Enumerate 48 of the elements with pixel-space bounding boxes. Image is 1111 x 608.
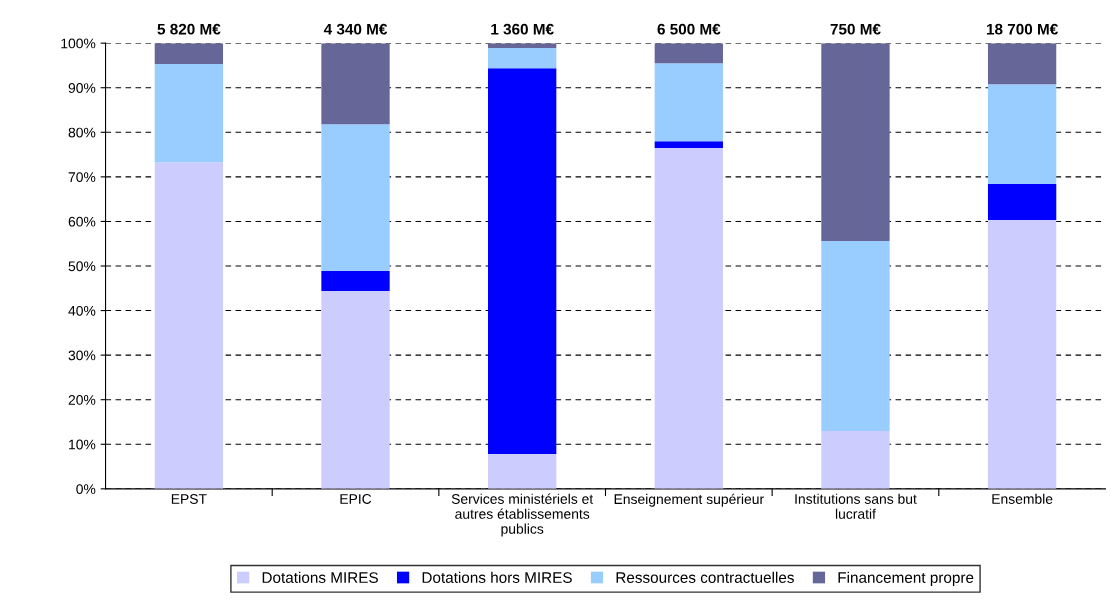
y-tick-label: 90% — [68, 83, 96, 93]
y-tick-label: 0% — [76, 484, 96, 494]
annotation: 5 820 M€ — [157, 23, 221, 35]
bar — [987, 43, 1057, 85]
y-tick-label: 80% — [68, 127, 96, 138]
legend-label: Dotations hors MIRES — [422, 571, 572, 583]
y-tick-label: 70% — [68, 172, 96, 183]
y-tick-label: 20% — [68, 395, 96, 405]
annotation: 1 360 M€ — [491, 23, 554, 35]
bar — [154, 162, 224, 489]
bar — [488, 48, 557, 69]
bar — [654, 147, 723, 489]
x-tick-label: Institutions sans but lucratif — [795, 493, 917, 519]
y-tick-label: 100% — [61, 38, 96, 49]
legend-label: Dotations MIRES — [262, 571, 378, 583]
bar — [987, 184, 1057, 221]
x-tick-label: Services ministériels et autres établissements publics — [451, 493, 594, 537]
y-tick-label: 10% — [69, 439, 96, 450]
bar — [321, 43, 390, 125]
annotation: 6 500 M€ — [657, 23, 721, 35]
bar — [154, 64, 224, 163]
bar — [321, 270, 390, 291]
bar — [987, 84, 1057, 184]
y-tick-label: 30% — [68, 350, 96, 361]
bar — [654, 63, 723, 142]
x-tick-label: EPIC — [340, 494, 372, 504]
legend-label: Financement propre — [838, 571, 974, 586]
bar — [821, 43, 890, 242]
x-tick-label: Enseignement supérieur — [614, 493, 764, 507]
x-tick-label: EPST — [171, 494, 207, 504]
annotation: 750 M€ — [830, 23, 881, 35]
bar — [821, 241, 890, 431]
x-tick-label: Ensemble — [992, 493, 1053, 504]
annotation: 18 700 M€ — [986, 23, 1058, 35]
bar — [987, 220, 1057, 489]
annotation: 4 340 M€ — [323, 23, 388, 35]
y-tick-label: 50% — [68, 261, 96, 272]
bar — [321, 290, 390, 489]
y-tick-label: 60% — [68, 216, 96, 227]
bar — [654, 141, 723, 148]
legend-label: Ressources contractuelles — [616, 571, 794, 583]
bar — [654, 43, 723, 64]
y-tick-label: 40% — [68, 305, 96, 316]
bar — [488, 68, 557, 455]
bar — [488, 454, 557, 489]
bar — [154, 43, 224, 65]
bar — [821, 430, 890, 489]
bar — [321, 124, 390, 271]
